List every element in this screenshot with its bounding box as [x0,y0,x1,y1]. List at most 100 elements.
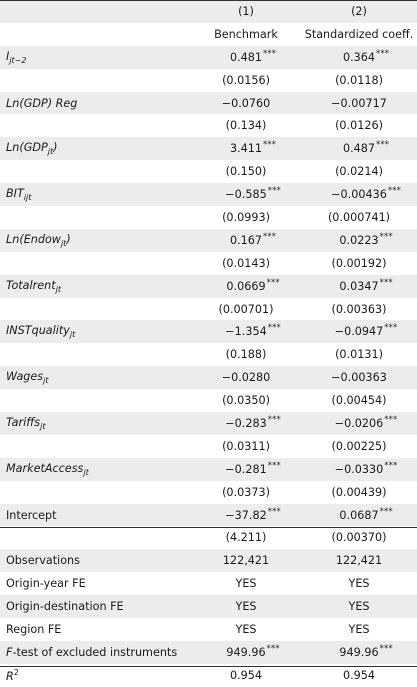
value-wrapper: (0.0993) [222,211,270,224]
standardized-statistic: 949.96 *** [301,643,417,659]
value-text: (0.00454) [331,394,387,408]
variable-subscript: jt [69,330,76,340]
variable-label: Totalrentjt [0,279,191,294]
variable-label: Ln(Endowjt) [0,233,191,248]
value-wrapper: 0.0687 *** [339,506,392,522]
value-wrapper: (0.150) [226,165,267,178]
value-wrapper: 0.487 *** [343,139,389,155]
statistic-label: Region FE [0,623,191,636]
statistic-row: Region FE YES YES [0,618,417,641]
standardized-standard-error: (0.0126) [301,119,417,132]
value-text: 122,421 [335,554,383,568]
value-text: YES [348,600,370,614]
benchmark-statistic: YES [191,600,301,613]
standardized-coefficient: 0.0347 *** [301,276,417,293]
standard-error-row: (0.0143) (0.00192) [0,252,417,275]
benchmark-coefficient: −0.585 *** [191,185,301,201]
value-wrapper: (0.00439) [332,486,387,499]
value-wrapper: (0.0156) [222,74,270,87]
value-text: 3.411 [229,142,263,156]
value-text: (0.134) [225,119,267,133]
value-wrapper: (0.0311) [222,440,270,453]
value-wrapper: −0.0947 *** [335,322,398,338]
variable-label: MarketAccessjt [0,462,191,477]
value-text: −0.0206 [334,416,384,430]
value-wrapper: 0.954 [230,669,262,682]
value-wrapper: YES [235,577,256,590]
standard-error-row: (0.0156) (0.0118) [0,69,417,92]
value-text: −0.281 [225,462,267,476]
statistic-superscript: 2 [13,667,19,677]
rule-top [0,0,417,1]
benchmark-coefficient: −1.354 *** [191,322,301,338]
statistic-label: Observations [0,554,191,567]
value-text: YES [235,600,257,614]
standardized-coefficient: −0.0330 *** [301,460,417,476]
value-text: 0.954 [229,668,263,682]
value-text: (0.0118) [335,73,383,87]
value-text: (0.00363) [331,302,387,316]
benchmark-statistic: YES [191,577,301,590]
statistic-name: Origin-destination FE [6,600,124,614]
value-text: 0.0687 [339,508,379,522]
significance-stars: *** [267,505,281,516]
value-wrapper: 0.364 *** [343,48,389,64]
variable-name: Ln(Endow [6,232,61,246]
value-text: −0.0760 [221,96,271,110]
value-wrapper: 0.167 *** [230,231,276,247]
statistics-rows: Observations 122,421 122,421 Origin-year FE… [0,549,417,686]
value-text: −0.0330 [334,462,384,476]
benchmark-standard-error: (0.0373) [191,486,301,499]
value-wrapper: (0.00225) [332,440,387,453]
standard-error-row: (0.0311) (0.00225) [0,435,417,458]
value-wrapper: (0.0131) [335,348,383,361]
value-text: YES [348,577,370,591]
benchmark-statistic: 122,421 [191,554,301,567]
header-row-names: Benchmark Standardized coeff. [0,23,417,46]
standardized-coefficient: 0.487 *** [301,139,417,155]
standardized-standard-error: (0.000741) [301,211,417,224]
col1-name: Benchmark [214,27,278,41]
value-wrapper: (0.000741) [328,211,390,224]
significance-stars: *** [379,505,393,516]
significance-stars: *** [267,459,281,470]
standard-error-row: (4.211) (0.00370) [0,526,417,549]
value-wrapper: 949.96 *** [226,643,279,659]
coefficient-row: MarketAccessjt −0.281 *** −0.0330 *** [0,457,417,481]
value-wrapper: −0.585 *** [225,185,280,201]
benchmark-standard-error: (0.0311) [191,440,301,453]
header-row-numbers: (1) (2) [0,0,417,23]
benchmark-standard-error: (0.0350) [191,394,301,407]
statistic-row: Origin-destination FE YES YES [0,595,417,619]
rule-mid [0,527,417,528]
standardized-coefficient: 0.364 *** [301,48,417,64]
value-wrapper: (0.00363) [332,303,387,316]
value-wrapper: (0.188) [226,348,267,361]
significance-stars: *** [379,276,393,287]
benchmark-statistic: 0.954 [191,669,301,682]
variable-subscript: jt [60,238,67,248]
value-wrapper: −0.00436 *** [331,185,401,201]
standardized-statistic: YES [301,577,417,590]
col1-number: (1) [238,4,254,18]
statistic-symbol: R [6,669,14,683]
standardized-coefficient: 0.0223 *** [301,231,417,247]
value-text: (0.0214) [335,165,383,179]
standard-error-row: (0.0373) (0.00439) [0,481,417,504]
value-text: (0.0156) [222,73,270,87]
standard-error-row: (0.150) (0.0214) [0,160,417,183]
standardized-standard-error: (0.0214) [301,165,417,178]
value-wrapper: YES [348,577,369,590]
standardized-coefficient: −0.00363 [301,371,417,384]
statistic-row: Origin-year FE YES YES [0,572,417,595]
coefficient-rows: Ijt−2 0.481 *** 0.364 *** (0.0156) (0.0118) Ln(… [0,45,417,550]
variable-label: Tariffsjt [0,416,191,431]
statistic-label: F-test of excluded instruments [0,646,191,659]
value-text: (4.211) [225,531,267,545]
benchmark-standard-error: (0.150) [191,165,301,178]
significance-stars: *** [263,47,277,58]
value-wrapper: 949.96 *** [339,643,392,659]
value-wrapper: −0.0330 *** [334,460,398,476]
value-text: 0.0669 [226,279,266,293]
value-wrapper: −37.82 *** [225,506,280,522]
